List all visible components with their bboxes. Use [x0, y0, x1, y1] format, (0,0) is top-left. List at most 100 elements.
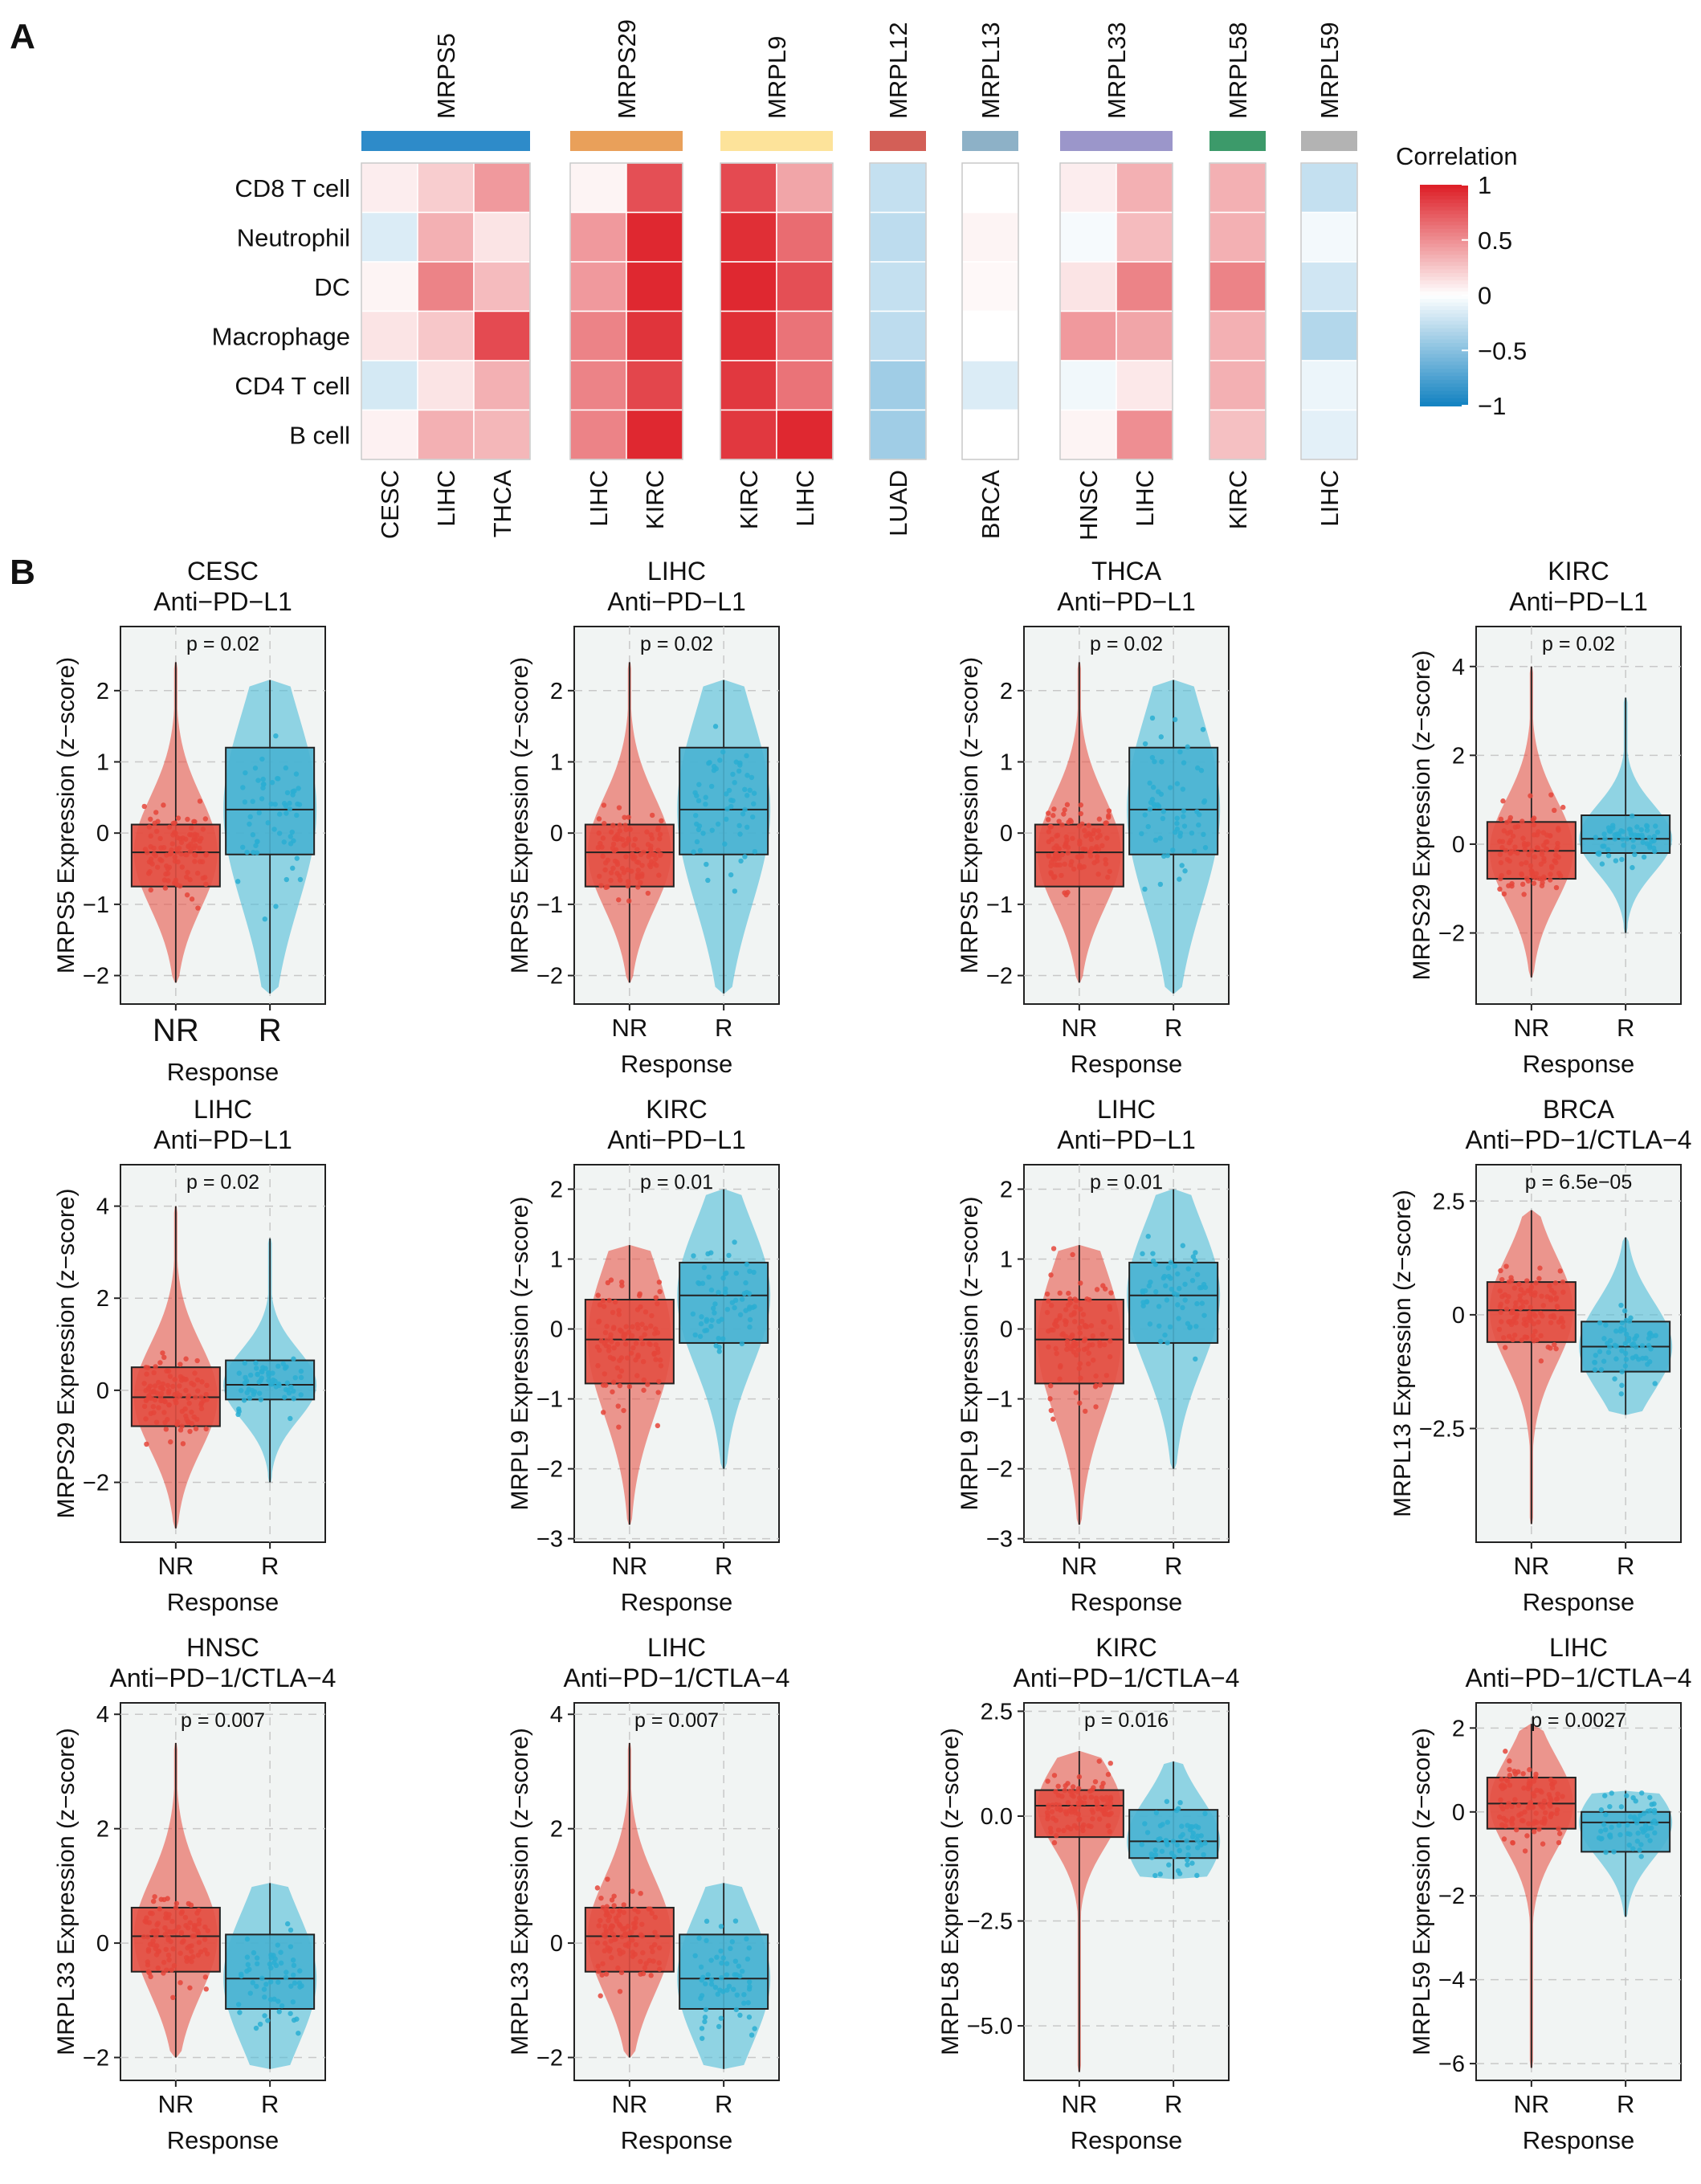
data-point: [622, 1942, 629, 1948]
data-point: [604, 1337, 610, 1343]
y-tick-label: 1: [550, 1247, 563, 1273]
data-point: [163, 872, 169, 877]
data-point: [242, 799, 248, 805]
data-point: [609, 1955, 614, 1961]
data-point: [203, 1986, 209, 1992]
data-point: [1633, 1353, 1639, 1359]
heatmap-cell: [361, 310, 418, 361]
data-point: [656, 1378, 662, 1385]
heatmap-cell: [1059, 310, 1117, 361]
data-point: [1625, 1822, 1630, 1828]
data-point: [692, 1953, 698, 1959]
data-point: [1070, 1251, 1075, 1258]
data-point: [1158, 734, 1164, 740]
data-point: [594, 1940, 601, 1945]
data-point: [645, 842, 651, 847]
data-point: [609, 1897, 615, 1903]
heatmap-cell: [417, 261, 475, 312]
data-point: [1157, 1835, 1163, 1842]
data-point: [596, 1969, 602, 1974]
data-point: [1552, 1341, 1557, 1348]
data-point: [284, 810, 289, 816]
data-point: [1605, 847, 1611, 853]
data-point: [1592, 1367, 1598, 1373]
gene-color-bar: [720, 131, 833, 151]
cancer-label: BRCA: [977, 470, 1005, 539]
data-point: [1153, 1289, 1159, 1295]
data-point: [260, 785, 266, 791]
x-axis-label: Response: [1071, 1588, 1183, 1616]
data-point: [1170, 1839, 1177, 1844]
data-point: [292, 1980, 298, 1986]
data-point: [1650, 845, 1657, 851]
data-point: [638, 1958, 643, 1965]
data-point: [1050, 813, 1056, 818]
data-point: [1557, 1268, 1563, 1274]
data-point: [1530, 817, 1536, 823]
chart-subtitle: Anti−PD−L1: [1057, 1125, 1196, 1154]
legend-swatch: [1420, 398, 1468, 403]
gene-color-bar: [1301, 131, 1357, 151]
data-point: [1555, 826, 1561, 831]
data-point: [1532, 1329, 1538, 1334]
data-point: [638, 1304, 643, 1310]
data-point: [191, 818, 197, 825]
data-point: [621, 870, 627, 876]
data-point: [1065, 844, 1071, 851]
data-point: [276, 831, 283, 836]
data-point: [621, 1902, 626, 1908]
data-point: [153, 828, 160, 835]
data-point: [283, 803, 289, 809]
data-point: [1105, 1812, 1112, 1818]
data-point: [203, 852, 209, 858]
y-tick-label: 1: [1000, 749, 1013, 775]
data-point: [152, 1383, 158, 1389]
legend-swatch: [1420, 265, 1468, 271]
data-point: [1053, 1802, 1059, 1807]
legend-swatch: [1420, 335, 1468, 341]
data-point: [1202, 845, 1209, 851]
data-point: [617, 1989, 623, 1994]
data-point: [1052, 862, 1058, 867]
data-point: [655, 1390, 661, 1395]
data-point: [602, 821, 607, 827]
legend-swatch: [1420, 284, 1468, 289]
data-point: [1175, 1868, 1181, 1874]
data-point: [1556, 1826, 1561, 1831]
series-r: [1579, 1790, 1673, 1917]
data-point: [244, 1954, 251, 1960]
heatmap-cell: [776, 261, 834, 312]
legend-swatch: [1420, 276, 1468, 282]
data-point: [1082, 1800, 1087, 1806]
data-point: [743, 1280, 749, 1286]
data-point: [1105, 874, 1111, 880]
data-point: [148, 1910, 153, 1917]
data-point: [1150, 784, 1156, 790]
data-point: [1541, 1798, 1548, 1804]
heatmap-row-label: DC: [314, 273, 350, 301]
data-point: [202, 1947, 208, 1953]
data-point: [1148, 1851, 1154, 1857]
legend-swatch: [1420, 299, 1468, 304]
data-point: [1633, 1798, 1638, 1804]
data-point: [1521, 1290, 1527, 1296]
data-point: [186, 1400, 192, 1406]
data-point: [1505, 831, 1511, 836]
data-point: [297, 876, 304, 883]
data-point: [1510, 1840, 1515, 1846]
data-point: [1629, 1342, 1635, 1348]
series-r: [223, 1238, 317, 1483]
data-point: [1627, 1831, 1633, 1837]
heatmap-cell: [961, 360, 1019, 411]
legend-swatch: [1420, 236, 1468, 241]
data-point: [1622, 1363, 1629, 1369]
p-value: p = 0.007: [634, 1709, 719, 1732]
data-point: [202, 816, 209, 822]
data-point: [1080, 1312, 1087, 1317]
data-point: [653, 1295, 659, 1300]
data-point: [1560, 1289, 1566, 1295]
data-point: [1612, 836, 1618, 842]
